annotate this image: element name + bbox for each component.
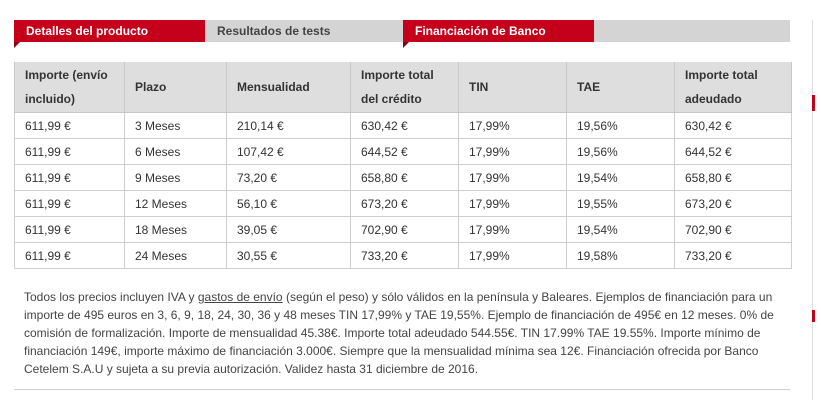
table-cell: 19,58% (566, 242, 675, 269)
side-accent (812, 95, 815, 111)
table-cell: 17,99% (458, 138, 567, 165)
table-cell: 702,90 € (674, 216, 792, 243)
table-cell: 673,20 € (350, 190, 459, 217)
table-cell: 17,99% (458, 242, 567, 269)
table-cell: 24 Meses (124, 242, 227, 269)
table-cell: 644,52 € (674, 138, 792, 165)
column-header: Mensualidad (226, 62, 351, 113)
column-header: TIN (458, 62, 567, 113)
table-cell: 3 Meses (124, 112, 227, 139)
table-cell: 630,42 € (350, 112, 459, 139)
table-body: 611,99 €3 Meses 210,14 €630,42 €17,99% 19,… (14, 112, 792, 269)
table-cell: 611,99 € (14, 216, 125, 243)
table-cell: 658,80 € (350, 164, 459, 191)
table-cell: 702,90 € (350, 216, 459, 243)
table-cell: 6 Meses (124, 138, 227, 165)
table-cell: 658,80 € (674, 164, 792, 191)
tab[interactable]: Resultados de tests (217, 24, 331, 38)
table-cell: 611,99 € (14, 138, 125, 165)
column-header: Importe total del crédito (350, 62, 459, 113)
tab[interactable]: Financiación de Banco Cetelem (403, 20, 594, 60)
table-cell: 17,99% (458, 190, 567, 217)
table-cell: 611,99 € (14, 242, 125, 269)
note-text: Todos los precios incluyen IVA y (24, 290, 198, 304)
table-cell: 17,99% (458, 216, 567, 243)
shipping-link[interactable]: gastos de envío (197, 290, 283, 304)
divider (14, 389, 790, 390)
table-cell: 18 Meses (124, 216, 227, 243)
table-cell: 611,99 € (14, 112, 125, 139)
table-cell: 733,20 € (674, 242, 792, 269)
table-cell: 12 Meses (124, 190, 227, 217)
table-cell: 107,42 € (226, 138, 351, 165)
column-header: Importe (envío incluido) (14, 62, 125, 113)
table-cell: 17,99% (458, 164, 567, 191)
tab[interactable]: Detalles del producto (14, 20, 205, 48)
table-cell: 19,56% (566, 138, 675, 165)
table-row: 611,99 €9 Meses 73,20 €658,80 €17,99% 19,5… (14, 164, 792, 191)
footnote: Todos los precios incluyen IVA y gastos … (24, 288, 784, 378)
table-cell: 30,55 € (226, 242, 351, 269)
table-cell: 19,56% (566, 112, 675, 139)
table-row: 611,99 €24 Meses 30,55 €733,20 €17,99% 19,… (14, 242, 792, 269)
table-cell: 73,20 € (226, 164, 351, 191)
column-header: TAE (566, 62, 675, 113)
table-cell: 9 Meses (124, 164, 227, 191)
table-cell: 210,14 € (226, 112, 351, 139)
tab-bar: Detalles del producto Resultados de test… (14, 20, 790, 60)
column-header: Plazo (124, 62, 227, 113)
header-row: Importe (envío incluido) Plazo Mensualidad… (14, 62, 792, 113)
table-cell: 39,05 € (226, 216, 351, 243)
table-cell: 17,99% (458, 112, 567, 139)
table-row: 611,99 €12 Meses 56,10 €673,20 €17,99% 19,… (14, 190, 792, 217)
table-row: 611,99 €3 Meses 210,14 €630,42 €17,99% 19,… (14, 112, 792, 139)
side-border (812, 20, 813, 400)
financing-table: Importe (envío incluido) Plazo Mensualidad… (14, 62, 792, 269)
table-cell: 19,54% (566, 216, 675, 243)
table-cell: 56,10 € (226, 190, 351, 217)
table-cell: 611,99 € (14, 190, 125, 217)
table-row: 611,99 €18 Meses 39,05 €702,90 €17,99% 19,… (14, 216, 792, 243)
table-row: 611,99 €6 Meses 107,42 €644,52 €17,99% 19,… (14, 138, 792, 165)
note-text: (según el peso) y sólo válidos en la pen… (24, 290, 774, 376)
table-cell: 644,52 € (350, 138, 459, 165)
table-cell: 19,54% (566, 164, 675, 191)
side-accent (812, 310, 815, 322)
table-cell: 19,55% (566, 190, 675, 217)
table-cell: 673,20 € (674, 190, 792, 217)
table-cell: 630,42 € (674, 112, 792, 139)
column-header: Importe total adeudado (674, 62, 792, 113)
table-cell: 611,99 € (14, 164, 125, 191)
table-cell: 733,20 € (350, 242, 459, 269)
